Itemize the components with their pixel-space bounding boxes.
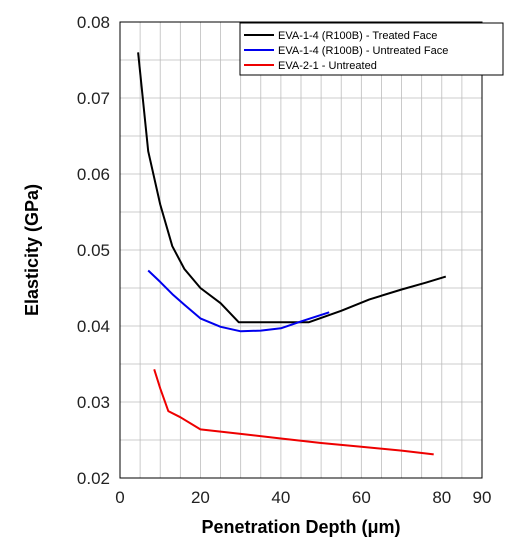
plot-series <box>137 52 447 456</box>
y-tick-label: 0.04 <box>77 317 110 336</box>
grid-lines <box>119 21 483 479</box>
x-tick-label: 80 <box>432 488 451 507</box>
x-tick-label: 90 <box>473 488 492 507</box>
x-tick-label: 0 <box>115 488 124 507</box>
series-line-2 <box>147 269 330 333</box>
tick-labels: 0 20 40 60 80 90 0.02 0.03 0.04 0.05 0.06 0.07 0.08 <box>77 13 492 507</box>
y-tick-label: 0.03 <box>77 393 110 412</box>
y-tick-label: 0.07 <box>77 89 110 108</box>
legend: EVA-1-4 (R100B) - Treated Face EVA-1-4 (R… <box>239 22 504 76</box>
legend-label-3: EVA-2-1 - Untreated <box>278 60 377 72</box>
x-tick-label: 60 <box>352 488 371 507</box>
series-line-3 <box>153 368 434 456</box>
plot-frame <box>119 21 483 479</box>
y-tick-label: 0.05 <box>77 241 110 260</box>
legend-label-2: EVA-1-4 (R100B) - Untreated Face <box>278 45 448 57</box>
x-tick-label: 20 <box>191 488 210 507</box>
y-axis-title: Elasticity (GPa) <box>22 184 42 316</box>
legend-label-1: EVA-1-4 (R100B) - Treated Face <box>278 30 437 42</box>
legend-box <box>239 22 504 76</box>
y-tick-label: 0.06 <box>77 165 110 184</box>
y-tick-label: 0.02 <box>77 469 110 488</box>
x-tick-label: 40 <box>271 488 290 507</box>
y-tick-label: 0.08 <box>77 13 110 32</box>
x-axis-title: Penetration Depth (μm) <box>201 517 400 537</box>
series-line-1 <box>137 52 447 324</box>
